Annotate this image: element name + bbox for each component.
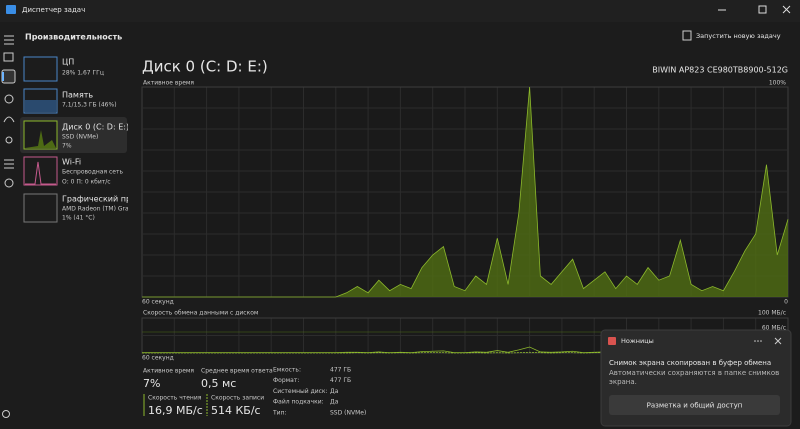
- property-value: SSD (NVMe): [330, 409, 366, 416]
- property-label: Емкость:: [273, 367, 301, 374]
- sidebar-item-detail: SSD (NVMe): [62, 134, 98, 141]
- nav-rail: [0, 22, 20, 429]
- property-value: 477 ГБ: [330, 367, 351, 374]
- y-tick-label: 100%: [769, 80, 786, 87]
- sidebar-item-detail: 7,1/15,3 ГБ (46%): [62, 102, 117, 109]
- window-title: Диспетчер задач: [22, 6, 85, 14]
- chart-label: Активное время: [143, 80, 194, 87]
- thumbnails: [23, 56, 58, 223]
- notification-line: Автоматически сохраняются в папке снимко…: [609, 369, 779, 377]
- settings-icon[interactable]: [2, 410, 10, 418]
- services-icon[interactable]: [4, 178, 14, 188]
- page-title: Производительность: [25, 33, 122, 42]
- stat-label: Скорость записи: [211, 395, 264, 402]
- x-tick-label: 60 секунд: [142, 355, 174, 362]
- property-label: Формат:: [273, 377, 299, 384]
- close-button[interactable]: [782, 5, 791, 14]
- stat-value: 0,5 мс: [201, 377, 236, 390]
- property-label: Тип:: [272, 409, 287, 416]
- sidebar-item-detail: AMD Radeon (TM) Grap: [62, 206, 133, 213]
- property-value: Да: [330, 388, 339, 395]
- notification-close[interactable]: [774, 337, 782, 345]
- area-line: [142, 86, 789, 298]
- property-value: Да: [330, 399, 339, 406]
- sidebar-item-title[interactable]: Диск 0 (C: D: E:): [62, 123, 129, 132]
- title-bar: [0, 0, 800, 22]
- history-icon[interactable]: [4, 94, 14, 104]
- sidebar-item-title[interactable]: Wi-Fi: [62, 158, 81, 167]
- sidebar-item-detail: Беспроводная сеть: [62, 169, 123, 176]
- y-tick-label: 60 МБ/с: [762, 325, 786, 332]
- processes-icon[interactable]: [3, 52, 14, 62]
- startup-icon[interactable]: [3, 116, 15, 123]
- menu-icon[interactable]: [4, 35, 14, 45]
- sidebar-item-detail: 7%: [62, 143, 72, 150]
- property-label: Системный диск:: [273, 388, 328, 395]
- users-icon[interactable]: [5, 136, 13, 144]
- disk-title: Диск 0 (C: D: E:): [142, 58, 268, 76]
- x-tick-label: 0: [784, 299, 788, 306]
- notification-line: Снимок экрана скопирован в буфер обмена: [609, 359, 771, 367]
- stat-label: Среднее время ответа: [201, 368, 273, 375]
- sidebar-item-title[interactable]: Графический про: [62, 195, 136, 204]
- y-tick-label: 100 МБ/с: [758, 310, 786, 317]
- disk-thumb-fill: [25, 130, 56, 148]
- sidebar-item-title[interactable]: Память: [62, 91, 93, 100]
- disk-model: BIWIN AP823 CE980TB8900-512G: [652, 66, 788, 75]
- run-task-button[interactable]: Запустить новую задачу: [696, 32, 781, 40]
- stat-label: Активное время: [143, 368, 194, 375]
- nav-indicator: [2, 72, 4, 81]
- sidebar-item-detail: 28% 1,67 ГГц: [62, 70, 104, 77]
- stat-value: 514 КБ/с: [211, 404, 261, 417]
- property-value: 477 ГБ: [330, 377, 351, 384]
- app-icon: [6, 5, 16, 14]
- chart-label: Скорость обмена данными с диском: [143, 310, 258, 317]
- property-label: Файл подкачки:: [273, 399, 324, 406]
- notification-button-label[interactable]: Разметка и общий доступ: [647, 402, 743, 410]
- notification-button[interactable]: [609, 395, 780, 415]
- stat-value: 16,9 МБ/с: [148, 404, 203, 417]
- sidebar-item-detail: 1% (41 °C): [62, 215, 95, 222]
- stat-label: Скорость чтения: [148, 395, 202, 402]
- wifi-thumb-line: [25, 161, 56, 185]
- run-task-icon[interactable]: [682, 30, 692, 41]
- stat-value: 7%: [143, 377, 160, 390]
- details-icon[interactable]: [4, 159, 14, 169]
- notification-app: Ножницы: [621, 337, 654, 345]
- memory-thumb-fill: [25, 100, 56, 112]
- maximize-button[interactable]: [758, 5, 767, 14]
- sidebar-item-detail: О: 0 П: 0 кбит/с: [62, 179, 111, 186]
- gpu-thumb: [23, 193, 58, 223]
- x-tick-label: 60 секунд: [142, 299, 174, 306]
- snip-icon: [608, 337, 616, 345]
- notification-line: экрана.: [609, 378, 637, 386]
- sidebar-item-title[interactable]: ЦП: [62, 58, 74, 67]
- cpu-thumb: [23, 56, 58, 82]
